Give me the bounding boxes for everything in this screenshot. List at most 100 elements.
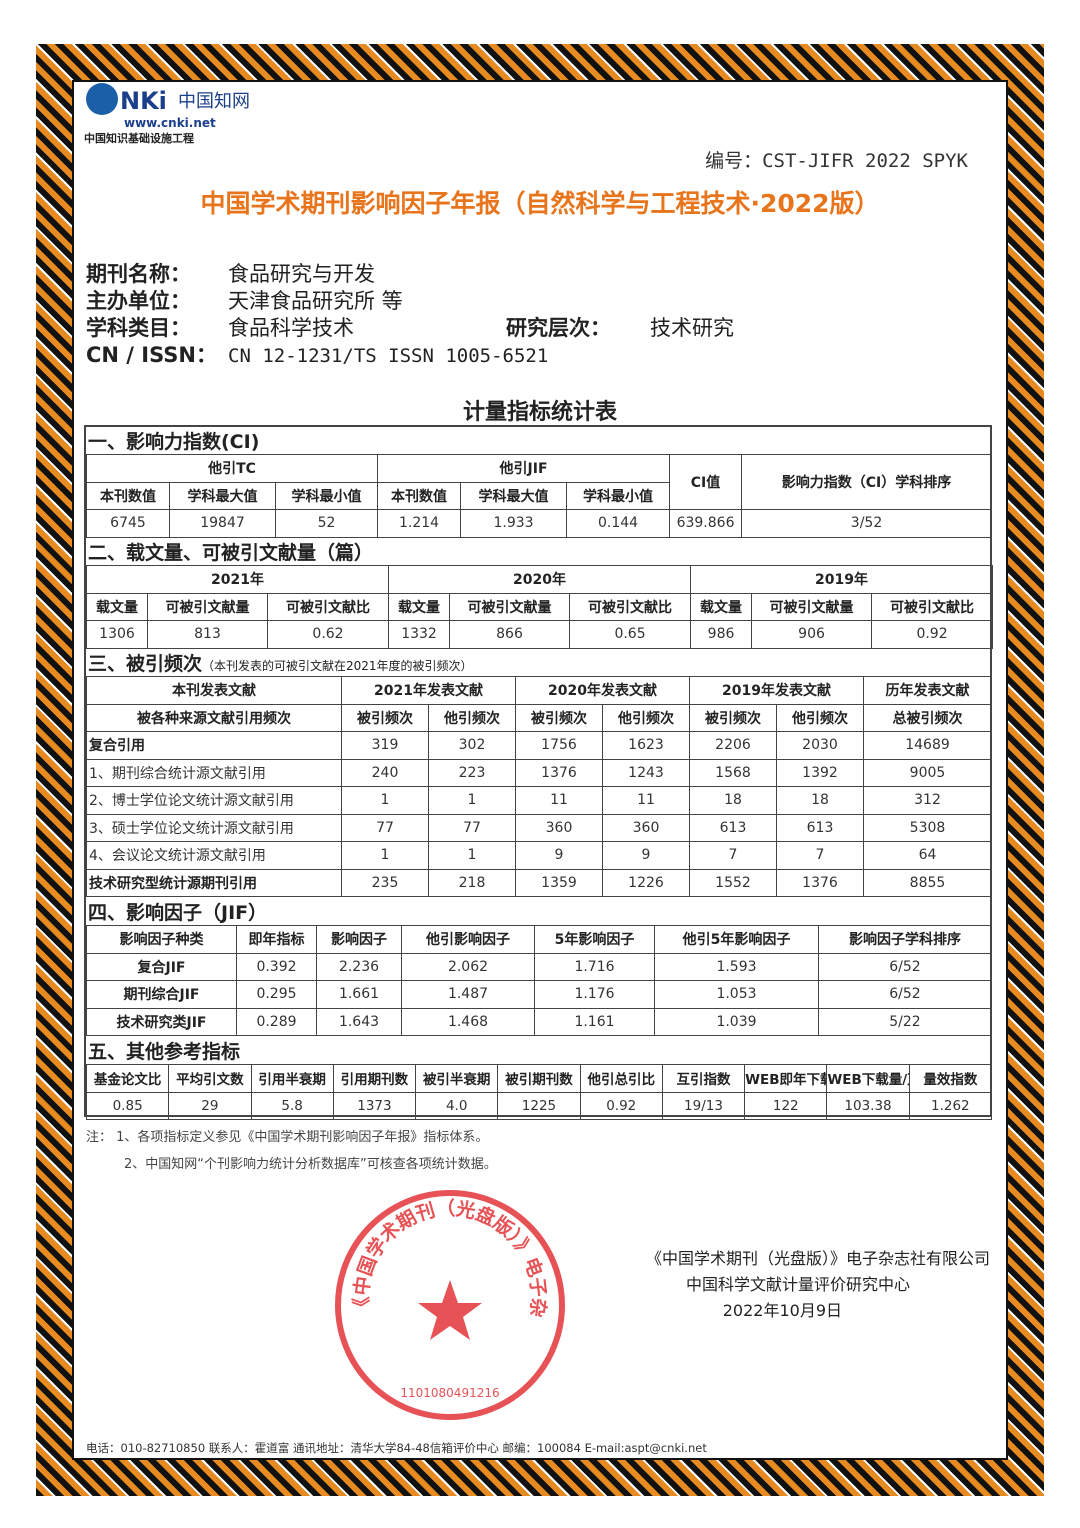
table-cell: 0.144 xyxy=(566,509,671,538)
table-cell: 可被引文献量 xyxy=(147,592,268,621)
table-cell: 223 xyxy=(428,758,516,787)
table-cell: 2、博士学位论文统计源文献引用 xyxy=(86,786,342,815)
table-cell: WEB下载量/万次 xyxy=(826,1064,910,1093)
table-cell: 本刊发表文献 xyxy=(86,676,342,705)
table-cell: 载文量 xyxy=(690,592,753,621)
table-cell: 312 xyxy=(863,786,992,815)
table-row: 本刊数值 学科最大值 学科最小值 本刊数值 学科最大值 学科最小值 xyxy=(86,481,992,510)
table-cell: 他引JIF xyxy=(377,454,671,483)
table-cell: 5308 xyxy=(863,813,992,842)
table-cell: 1.716 xyxy=(534,952,655,981)
table-cell: 0.295 xyxy=(236,980,317,1009)
table-cell: 1225 xyxy=(497,1091,581,1120)
journal-name: 食品研究与开发 xyxy=(228,262,375,286)
table-cell: 影响因子学科排序 xyxy=(818,925,992,954)
table-cell: 2021年 xyxy=(85,565,390,594)
table-row: 技术研究型统计源期刊引用 235 218 1359 1226 1552 1376 8855 xyxy=(86,868,992,897)
table-cell: 1376 xyxy=(776,868,864,897)
table-row: 3、硕士学位论文统计源文献引用 77 77 360 360 613 613 5308 xyxy=(86,813,992,842)
table-cell: 被引半衰期 xyxy=(415,1064,499,1093)
note-1: 注： 1、各项指标定义参见《中国学术期刊影响因子年报》指标体系。 xyxy=(86,1130,489,1145)
table-row: 4、会议论文统计源文献引用 1 1 9 9 7 7 64 xyxy=(86,841,992,870)
table-cell: 906 xyxy=(751,620,873,649)
table-title: 计量指标统计表 xyxy=(462,400,617,425)
table-cell: 9005 xyxy=(863,758,992,787)
official-stamp: 《中国学术期刊（光盘版）》电子杂志社有限公司 1101080491216 xyxy=(330,1185,565,1420)
subject: 食品科学技术 xyxy=(228,316,354,340)
table-cell: 302 xyxy=(428,731,516,760)
table-cell: 639.866 xyxy=(669,509,743,538)
table-cell: 1.161 xyxy=(534,1007,655,1036)
table-cell: 0.92 xyxy=(871,620,994,649)
other-indicators-table: 基金论文比 平均引文数 引用半衰期 引用期刊数 被引半衰期 被引期刊数 他引总引比 互引指数 W… xyxy=(85,1064,993,1120)
table-cell: 1.487 xyxy=(401,980,535,1009)
svg-text:中国知网: 中国知网 xyxy=(178,91,250,112)
table-cell: 他引频次 xyxy=(602,703,690,732)
table-cell: 可被引文献比 xyxy=(266,592,390,621)
table-cell: 他引影响因子 xyxy=(401,925,535,954)
table-cell: 0.289 xyxy=(236,1007,317,1036)
table-cell: 3/52 xyxy=(741,509,992,538)
table-row: 1、期刊综合统计源文献引用 240 223 1376 1243 1568 1392 9005 xyxy=(86,758,992,787)
table-cell: 1756 xyxy=(515,731,603,760)
ci-table: 他引TC 他引JIF CI值 影响力指数（CI）学科排序 本刊数值 学科最大值 学科最小值… xyxy=(85,454,992,538)
table-cell: 4、会议论文统计源文献引用 xyxy=(86,841,342,870)
table-cell: 1332 xyxy=(388,620,451,649)
table-cell: 本刊数值 xyxy=(377,481,462,510)
table-cell: 1552 xyxy=(689,868,777,897)
table-cell: 77 xyxy=(428,813,516,842)
logo-url: www.cnki.net xyxy=(124,116,216,130)
table-row: 技术研究类JIF 0.289 1.643 1.468 1.161 1.039 5/22 xyxy=(86,1007,992,1036)
table-cell: 基金论文比 xyxy=(85,1064,170,1093)
table-cell: 影响因子种类 xyxy=(86,925,237,954)
table-cell: 即年指标 xyxy=(236,925,317,954)
table-row: 2、博士学位论文统计源文献引用 1 1 11 11 18 18 312 xyxy=(86,786,992,815)
label: 研究层次： xyxy=(506,316,611,340)
table-cell: 2.062 xyxy=(401,952,535,981)
issn: CN 12-1231/TS ISSN 1005-6521 xyxy=(228,345,549,367)
table-cell: 8855 xyxy=(863,868,992,897)
table-cell: 被引频次 xyxy=(689,703,777,732)
table-cell: 1.643 xyxy=(316,1007,402,1036)
label: 期刊名称： xyxy=(86,262,191,286)
table-cell: 1 xyxy=(341,841,429,870)
cnki-logo: NKi 中国知网 www.cnki.net 中国知识基础设施工程 xyxy=(84,82,264,146)
svg-text:《中国学术期刊（光盘版）》电子杂志社有限公司: 《中国学术期刊（光盘版）》电子杂志社有限公司 xyxy=(330,1185,549,1318)
table-cell: 载文量 xyxy=(388,592,451,621)
table-cell: 1.262 xyxy=(908,1091,993,1120)
table-cell: 1359 xyxy=(515,868,603,897)
table-cell: 360 xyxy=(602,813,690,842)
table-cell: 77 xyxy=(341,813,429,842)
table-cell: 学科最小值 xyxy=(566,481,671,510)
table-cell: 载文量 xyxy=(86,592,148,621)
table-cell: 29 xyxy=(168,1091,252,1120)
section-citations: 三、被引频次（本刊发表的可被引文献在2021年度的被引频次） xyxy=(86,649,473,676)
section-title: 一、影响力指数(CI) xyxy=(88,431,260,453)
section-ci: 一、影响力指数(CI) xyxy=(86,427,259,454)
table-cell: 可被引文献比 xyxy=(871,592,994,621)
table-cell: 613 xyxy=(776,813,864,842)
document-title: 中国学术期刊影响因子年报（自然科学与工程技术·2022版） xyxy=(200,189,880,218)
table-cell: 技术研究类JIF xyxy=(86,1007,237,1036)
table-cell: 7 xyxy=(776,841,864,870)
table-cell: 1.468 xyxy=(401,1007,535,1036)
section-title: 五、其他参考指标 xyxy=(88,1041,241,1063)
table-cell: 866 xyxy=(449,620,571,649)
table-cell: 1373 xyxy=(332,1091,417,1120)
table-cell: 引用半衰期 xyxy=(250,1064,334,1093)
table-cell: 学科最小值 xyxy=(274,481,379,510)
table-cell: CI值 xyxy=(669,454,743,510)
table-cell: 被各种来源文献引用频次 xyxy=(86,703,342,732)
footer-contact: 电话：010-82710850 联系人：霍道富 通讯地址：清华大学84-48信箱… xyxy=(86,1441,707,1455)
table-cell: 1.053 xyxy=(654,980,819,1009)
document-code: 编号：CST-JIFR 2022 SPYK xyxy=(705,150,968,172)
svg-text:NKi: NKi xyxy=(120,87,167,115)
issn-row: CN / ISSN： CN 12-1231/TS ISSN 1005-6521 xyxy=(86,339,548,369)
table-cell: 被引期刊数 xyxy=(497,1064,581,1093)
table-cell: 1 xyxy=(428,841,516,870)
table-cell: 6745 xyxy=(86,509,170,538)
table-cell: 9 xyxy=(515,841,603,870)
statistics-table: 一、影响力指数(CI) 他引TC 他引JIF CI值 影响力指数（CI）学科排序 本刊… xyxy=(84,425,994,1120)
table-cell: 360 xyxy=(515,813,603,842)
table-cell: 本刊数值 xyxy=(86,481,170,510)
